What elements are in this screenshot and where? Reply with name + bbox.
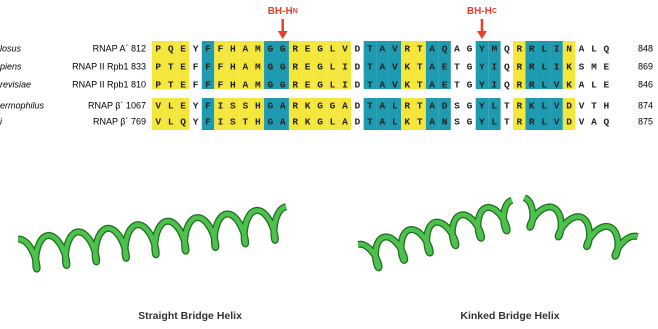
column-shade [525,41,538,89]
column-shade [326,41,339,89]
column-shade [313,41,327,89]
column-shade [425,41,439,89]
column-shade [425,98,439,130]
marker-text: BH-H [467,6,492,17]
column-shade [313,98,327,130]
column-shade [276,41,289,89]
marker-sub: N [293,8,298,15]
helix-ribbon [17,204,287,272]
residue-end: 846 [638,79,653,89]
species-name: piens [0,61,22,71]
column-shade [363,98,377,130]
helix-shadow [356,197,514,272]
column-shade [363,41,377,89]
marker-sub: C [492,8,497,15]
column-shade [401,98,414,130]
residue-end: 875 [638,116,653,126]
residue-end: 869 [638,61,653,71]
column-shade [475,98,489,130]
column-shade [201,41,215,89]
column-shade [239,41,252,89]
column-shade [176,41,190,89]
column-shade [164,41,177,89]
column-shade [214,98,227,130]
column-shade [388,41,401,89]
column-shade [301,41,314,89]
column-shade [488,98,501,130]
column-shade [475,41,489,89]
protein-label: RNAP II Rpb1 810 [72,79,146,89]
sequence: PQEYFFHAMGGREGLVDTAVRTAQAGYMQRRLINALQ [155,44,609,55]
column-shade [550,98,563,130]
sequence: VLEYFISSHGARKGGADTALRTADSGYLTRKLVDVTH [155,101,609,112]
column-shade [338,41,352,89]
column-shade [562,41,576,89]
species-name: i [0,116,3,126]
species-name: ermophilus [0,100,45,110]
column-shade [214,41,227,89]
marker-label: BH-HN [268,6,298,17]
column-shade [176,98,190,130]
marker-text: BH-H [268,6,293,17]
sequence: VLQYFISTHGARKGLADTALKTANSGYLTRRLVDVAQ [155,117,609,128]
column-shade [201,98,215,130]
sequence: PTEFFFHAMGGREGLIDTAVKTAETGYIQRRLIKSME [155,62,609,73]
column-shade [326,98,339,130]
species-name: losus [0,43,22,53]
column-shade [226,98,240,130]
column-shade [251,41,265,89]
column-shade [550,41,563,89]
column-shade [164,98,177,130]
protein-label: RNAP β´ 769 [93,116,146,126]
column-shade [276,98,289,130]
column-shade [152,98,165,130]
column-shade [413,98,426,130]
column-shade [264,41,277,89]
column-shade [525,98,538,130]
marker-label: BH-HC [467,6,497,17]
protein-label: RNAP II Rpb1 833 [72,61,146,71]
helix-ribbon [357,198,513,271]
column-shade [288,98,302,130]
column-shade [264,98,277,130]
residue-end: 848 [638,43,653,53]
column-shade [388,98,401,130]
column-shade [338,98,352,130]
column-shade [513,98,526,130]
caption: Straight Bridge Helix [138,310,242,322]
column-shade [488,41,501,89]
marker-arrowhead [476,31,487,39]
column-shade [239,98,252,130]
protein-label: RNAP β´ 1067 [88,100,146,110]
protein-label: RNAP A´ 812 [93,43,146,53]
residue-end: 874 [638,100,653,110]
column-shade [376,41,389,89]
column-shade [413,41,426,89]
column-shade [401,41,414,89]
column-shade [537,98,551,130]
column-shade [288,41,302,89]
column-shade [376,98,389,130]
column-shade [301,98,314,130]
column-shade [562,98,576,130]
column-shade [438,98,451,130]
column-shade [152,41,165,89]
marker-arrowhead [277,31,288,39]
column-shade [226,41,240,89]
sequence: PTEFFFHAMGGREGLIDTAVKTAETGYIQRRLVKALE [155,80,609,91]
caption: Kinked Bridge Helix [460,310,559,322]
column-shade [438,41,451,89]
column-shade [537,41,551,89]
column-shade [513,41,526,89]
species-name: revisiae [0,79,31,89]
helix-ribbon [523,195,639,259]
column-shade [251,98,265,130]
